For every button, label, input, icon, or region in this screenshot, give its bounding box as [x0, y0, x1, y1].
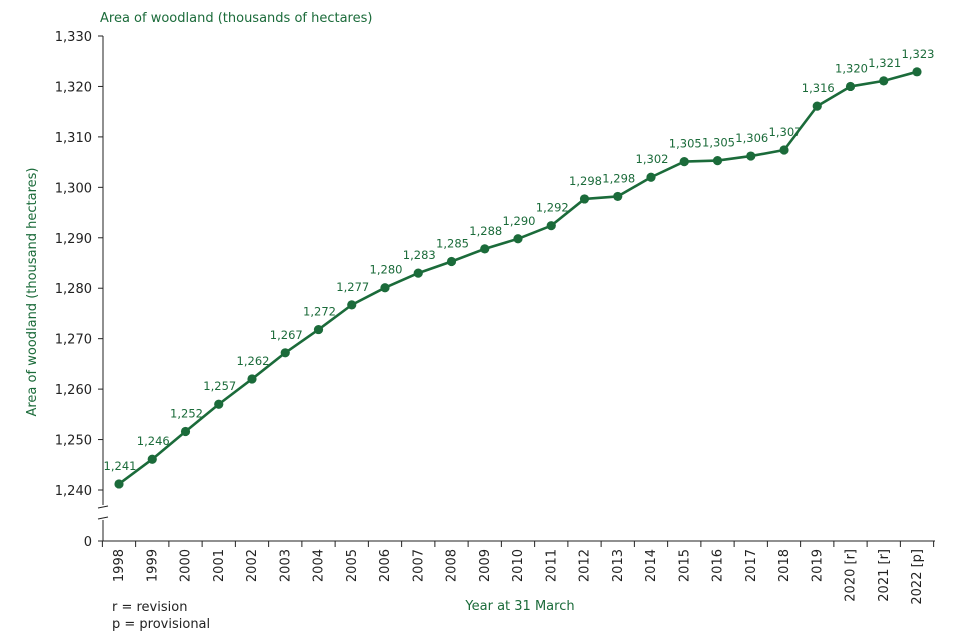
y-axis: 1,240 1,250 1,260 1,270 1,280 1,290 1,300 1,310…	[55, 30, 109, 550]
data-label: 1,280	[370, 263, 403, 277]
data-point	[413, 268, 423, 278]
data-point	[912, 67, 922, 77]
x-tick-label: 1998	[112, 549, 127, 582]
note-revision: r = revision	[112, 600, 187, 615]
data-point	[347, 300, 357, 310]
x-tick-label: 2012	[578, 549, 593, 582]
data-point	[646, 172, 656, 182]
y-axis-label: Area of woodland (thousand hectares)	[25, 167, 40, 416]
x-tick-label: 2018	[777, 549, 792, 582]
data-point	[280, 348, 290, 358]
y-tick-label: 1,280	[55, 282, 92, 297]
data-label: 1,298	[569, 174, 602, 188]
y-tick-label: 1,310	[55, 131, 92, 146]
data-point	[712, 155, 723, 166]
x-tick-label: 2002	[245, 549, 260, 582]
x-tick-label: 2005	[345, 549, 360, 582]
x-tick-label: 2021 [r]	[877, 549, 892, 602]
data-label: 1,277	[336, 280, 369, 294]
data-label: 1,292	[536, 201, 569, 215]
note-provisional: p = provisional	[112, 617, 210, 632]
data-point	[180, 426, 191, 437]
x-axis: 1998 1999 2000 2001 2002 2003 2004 2005 2006 2007…	[101, 540, 935, 605]
data-label: 1,307	[769, 125, 802, 139]
x-tick-label: 2017	[744, 549, 759, 582]
x-tick-label: 1999	[145, 549, 160, 582]
data-label: 1,323	[902, 47, 935, 61]
data-label: 1,241	[104, 459, 137, 473]
x-tick-label: 2008	[445, 549, 460, 582]
x-tick-label: 2011	[544, 549, 559, 582]
x-tick-label: 2009	[478, 549, 493, 582]
data-label: 1,290	[503, 214, 536, 228]
y-tick-label: 1,240	[55, 484, 92, 499]
data-point	[513, 234, 523, 244]
x-tick-label: 2010	[511, 549, 526, 582]
data-point	[679, 157, 689, 167]
data-label: 1,257	[203, 379, 236, 393]
series-woodland-area: 1,2411,2461,2521,2571,2621,2671,2721,277…	[104, 47, 935, 489]
data-point	[613, 191, 623, 202]
data-point	[480, 244, 490, 254]
x-tick-label: 2000	[179, 549, 194, 582]
x-tick-label: 2020 [r]	[844, 549, 859, 602]
axis-break-mark	[97, 505, 109, 520]
y-tick-label: 1,330	[55, 30, 92, 45]
x-tick-label: 2001	[212, 549, 227, 582]
data-point	[114, 479, 124, 489]
x-tick-label: 2003	[278, 549, 293, 582]
y-tick-label-zero: 0	[84, 535, 92, 550]
y-tick-label: 1,270	[55, 333, 92, 348]
data-point	[779, 145, 789, 155]
data-label: 1,285	[436, 236, 469, 250]
x-tick-label: 2019	[810, 549, 825, 582]
chart-title: Area of woodland (thousands of hectares)	[100, 11, 372, 26]
data-label: 1,305	[702, 136, 735, 150]
data-label: 1,316	[802, 81, 835, 95]
x-tick-label: 2015	[677, 549, 692, 582]
x-tick-label: 2004	[312, 549, 327, 582]
x-axis-label: Year at 31 March	[464, 599, 574, 614]
data-label: 1,321	[868, 56, 901, 70]
data-label: 1,272	[303, 305, 336, 319]
data-label: 1,298	[602, 171, 635, 185]
x-tick-label: 2013	[611, 549, 626, 582]
data-point	[579, 194, 590, 204]
data-label: 1,267	[270, 328, 303, 342]
data-point	[812, 101, 822, 111]
data-point	[147, 454, 157, 464]
y-tick-label: 1,320	[55, 80, 92, 95]
data-label: 1,288	[469, 224, 502, 238]
x-tick-label: 2006	[378, 549, 393, 582]
data-point	[546, 221, 556, 231]
data-label: 1,306	[735, 131, 768, 145]
y-tick-label: 1,300	[55, 181, 92, 196]
y-tick-label: 1,290	[55, 232, 92, 247]
data-point	[845, 81, 856, 92]
x-tick-label: 2022 [p]	[910, 549, 925, 605]
data-label: 1,252	[170, 406, 203, 420]
x-tick-label: 2014	[644, 549, 659, 582]
data-label: 1,262	[237, 354, 270, 368]
y-tick-label: 1,260	[55, 383, 92, 398]
data-point	[746, 151, 756, 161]
data-point	[380, 283, 390, 293]
data-point	[446, 256, 457, 267]
x-tick-label: 2016	[711, 549, 726, 582]
data-label: 1,283	[403, 248, 436, 262]
data-label: 1,320	[835, 61, 868, 75]
x-tick-label: 2007	[411, 549, 426, 582]
data-point	[247, 374, 257, 384]
data-label: 1,246	[137, 434, 170, 448]
y-tick-label: 1,250	[55, 434, 92, 449]
data-point	[879, 76, 889, 86]
data-label: 1,305	[669, 137, 702, 151]
data-label: 1,302	[636, 152, 669, 166]
data-point	[214, 399, 224, 409]
data-point	[313, 324, 324, 335]
